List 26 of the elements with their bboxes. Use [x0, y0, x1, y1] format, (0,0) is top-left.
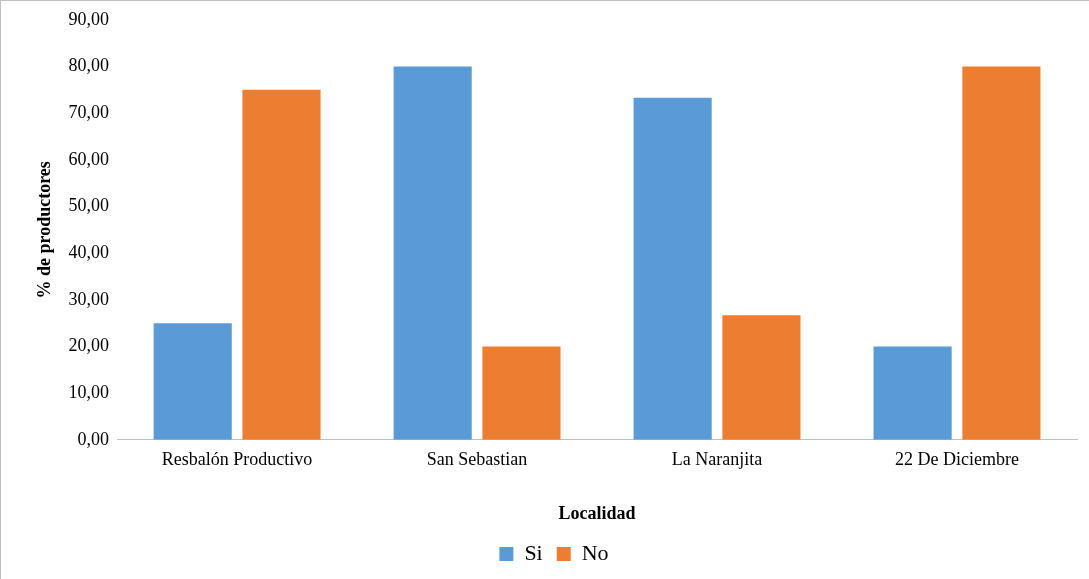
legend-label: Si	[524, 539, 543, 565]
bar	[722, 315, 801, 440]
y-tick-label: 0,00	[77, 428, 110, 449]
y-tick-label: 60,00	[68, 148, 110, 169]
y-tick-label: 20,00	[68, 335, 110, 356]
y-tick-label: 40,00	[68, 241, 110, 262]
y-tick-label: 80,00	[68, 55, 110, 76]
bar	[242, 89, 321, 440]
x-tick-label: San Sebastian	[426, 449, 528, 470]
y-tick-label: 10,00	[68, 381, 110, 402]
y-tick-label: 50,00	[68, 195, 110, 216]
x-axis-title: Localidad	[558, 502, 636, 523]
bar	[482, 346, 561, 440]
y-tick-label: 90,00	[68, 8, 110, 29]
bar	[873, 346, 952, 440]
y-tick-label: 70,00	[68, 101, 110, 122]
legend-label: No	[581, 539, 609, 565]
x-tick-label: La Naranjita	[671, 449, 763, 470]
bar	[633, 97, 712, 440]
bar	[962, 66, 1041, 440]
x-tick-label: 22 De Diciembre	[895, 449, 1019, 470]
y-tick-label: 30,00	[68, 288, 110, 309]
bar	[393, 66, 472, 440]
x-tick-label: Resbalón Productivo	[161, 449, 313, 470]
bar	[153, 323, 232, 440]
y-axis-title: % de productores	[34, 161, 55, 299]
